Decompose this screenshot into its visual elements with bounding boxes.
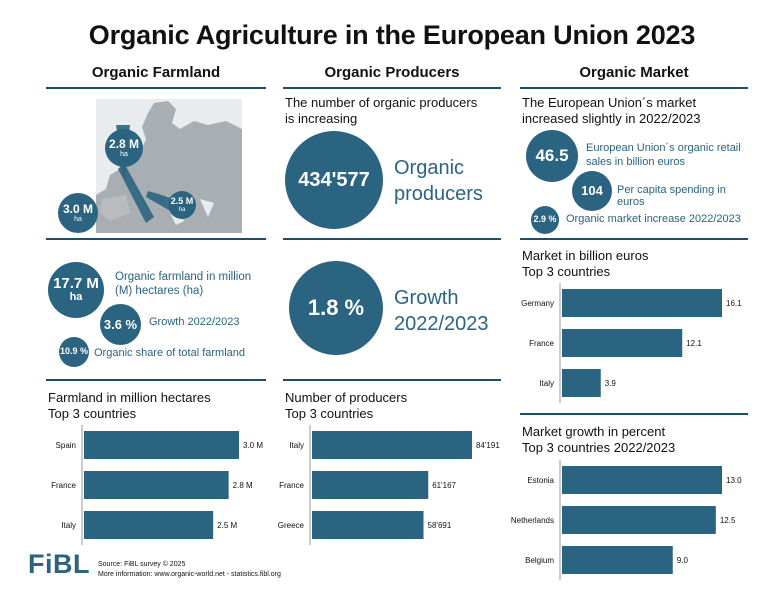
divider bbox=[46, 238, 266, 240]
stat-farmland-growth: 3.6 % bbox=[100, 304, 141, 345]
divider bbox=[46, 87, 266, 89]
divider bbox=[46, 379, 266, 381]
intro-line: increased slightly in 2022/2023 bbox=[522, 111, 701, 126]
divider bbox=[520, 87, 748, 89]
stat-producers-count-label: Organic producers bbox=[394, 155, 504, 207]
chart-farmland: Spain 3.0 M France 2.8 M Italy 2.5 M bbox=[51, 425, 263, 545]
value-label: 2.5 M bbox=[217, 521, 237, 530]
chart-heading-line: Top 3 countries bbox=[48, 406, 137, 421]
category-label: Germany bbox=[521, 299, 554, 308]
chart-heading-line: Market in billion euros bbox=[522, 248, 649, 263]
chart-market-growth: Estonia 13.0 Netherlands 12.5 Belgium 9.0 bbox=[511, 460, 742, 580]
bar-italy bbox=[562, 369, 601, 397]
bar-italy bbox=[84, 511, 214, 539]
column-heading-producers: Organic Producers bbox=[324, 64, 460, 81]
category-label: Belgium bbox=[525, 556, 554, 565]
value-label: 9.0 bbox=[677, 556, 689, 565]
label-line: producers bbox=[394, 183, 483, 205]
producers-intro: The number of organic producers is incre… bbox=[285, 95, 501, 127]
chart-heading-market: Market in billion euros Top 3 countries bbox=[522, 248, 748, 280]
bar-belgium bbox=[562, 546, 673, 574]
category-label: Greece bbox=[278, 521, 305, 530]
value-label: 12.1 bbox=[686, 339, 702, 348]
map-bubble-france: 2.5 M ha bbox=[168, 191, 196, 219]
bar-france bbox=[562, 329, 683, 357]
value-label: 58'691 bbox=[428, 521, 452, 530]
value-label: 3.9 bbox=[605, 379, 617, 388]
column-heading-farmland: Organic Farmland bbox=[91, 64, 221, 81]
map-bubble-spain: 3.0 M ha bbox=[58, 193, 98, 233]
stat-market-sales-label: European Union´s organic retail sales in… bbox=[586, 142, 741, 168]
stat-producers-growth: 1.8 % bbox=[289, 261, 383, 355]
bar-greece bbox=[312, 511, 424, 539]
chart-heading-farmland: Farmland in million hectares Top 3 count… bbox=[48, 390, 268, 422]
divider bbox=[520, 413, 748, 415]
intro-line: The European Union´s market bbox=[522, 95, 697, 110]
bar-france bbox=[84, 471, 229, 499]
chart-heading-line: Market growth in percent bbox=[522, 424, 666, 439]
stat-producers-count: 434'577 bbox=[285, 131, 383, 229]
bar-spain bbox=[84, 431, 239, 459]
value-label: 84'191 bbox=[476, 441, 500, 450]
value-label: 12.5 bbox=[720, 516, 736, 525]
label-line: 2022/2023 bbox=[394, 313, 489, 335]
chart-heading-market-growth: Market growth in percent Top 3 countries… bbox=[522, 424, 748, 456]
category-label: France bbox=[51, 481, 76, 490]
fibl-logo: FiBL bbox=[28, 549, 90, 579]
label-line: Growth bbox=[394, 287, 459, 309]
chart-heading-line: Top 3 countries 2022/2023 bbox=[522, 440, 676, 455]
category-label: Netherlands bbox=[511, 516, 554, 525]
category-label: Spain bbox=[56, 441, 76, 450]
category-label: France bbox=[279, 481, 304, 490]
bar-italy bbox=[312, 431, 472, 459]
chart-heading-line: Number of producers bbox=[285, 390, 408, 405]
stat-market-per-capita-label: Per capita spending in euros bbox=[617, 184, 726, 208]
label-line: Organic bbox=[394, 157, 465, 179]
category-label: Italy bbox=[289, 441, 304, 450]
category-label: France bbox=[529, 339, 554, 348]
stat-market-per-capita: 104 bbox=[572, 171, 612, 211]
stat-farmland-area: 17.7 M ha bbox=[48, 262, 104, 318]
chart-heading-line: Farmland in million hectares bbox=[48, 390, 211, 405]
value-label: 61'167 bbox=[432, 481, 456, 490]
stat-farmland-share: 10.9 % bbox=[59, 337, 89, 367]
divider bbox=[283, 238, 501, 240]
category-label: Italy bbox=[539, 379, 554, 388]
stat-farmland-growth-label: Growth 2022/2023 bbox=[149, 316, 240, 328]
value-label: 13.0 bbox=[726, 476, 742, 485]
source-line: Source: FiBL survey © 2025 bbox=[98, 561, 186, 568]
divider bbox=[283, 87, 501, 89]
value-label: 16.1 bbox=[726, 299, 742, 308]
stat-market-increase-label: Organic market increase 2022/2023 bbox=[566, 213, 741, 225]
chart-market-size: Germany 16.1 France 12.1 Italy 3.9 bbox=[521, 283, 742, 403]
stat-market-increase: 2.9 % bbox=[531, 206, 559, 234]
map-bubble-italy: 2.8 M ha bbox=[105, 129, 143, 167]
column-heading-market: Organic Market bbox=[579, 64, 689, 81]
more-info-line: More information: www.organic-world.net … bbox=[98, 571, 281, 578]
stat-farmland-share-label: Organic share of total farmland bbox=[94, 347, 246, 359]
stat-market-sales: 46.5 bbox=[526, 130, 578, 182]
source-note: Source: FiBL survey © 2025 More informat… bbox=[98, 560, 358, 580]
chart-heading-line: Top 3 countries bbox=[285, 406, 374, 421]
intro-line: is increasing bbox=[285, 111, 358, 126]
chart-heading-line: Top 3 countries bbox=[522, 264, 611, 279]
intro-line: The number of organic producers bbox=[285, 95, 478, 110]
chart-heading-producers: Number of producers Top 3 countries bbox=[285, 390, 501, 422]
stat-producers-growth-label: Growth 2022/2023 bbox=[394, 285, 504, 337]
bar-netherlands bbox=[562, 506, 716, 534]
stat-farmland-area-label: Organic farmland in million (M) hectares… bbox=[115, 271, 252, 297]
bar-france bbox=[312, 471, 429, 499]
bar-germany bbox=[562, 289, 722, 317]
category-label: Estonia bbox=[527, 476, 554, 485]
bar-estonia bbox=[562, 466, 722, 494]
chart-producers: Italy 84'191 France 61'167 Greece 58'691 bbox=[278, 425, 500, 545]
value-label: 3.0 M bbox=[243, 441, 263, 450]
value-label: 2.8 M bbox=[233, 481, 253, 490]
category-label: Italy bbox=[61, 521, 76, 530]
page-title: Organic Agriculture in the European Unio… bbox=[88, 20, 696, 50]
divider bbox=[520, 238, 748, 240]
divider bbox=[283, 379, 501, 381]
market-intro: The European Union´s market increased sl… bbox=[522, 95, 748, 127]
